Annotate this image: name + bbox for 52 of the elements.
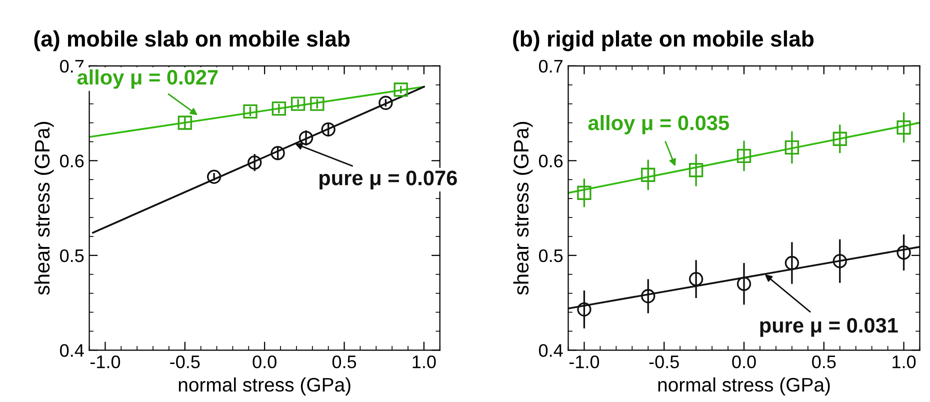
point [688, 163, 704, 178]
point [832, 254, 847, 268]
annotation: alloy μ = 0.035 [588, 114, 729, 134]
x-tick-label: 0.5 [332, 355, 356, 368]
point [206, 170, 222, 184]
y-tick-label: 0.5 [60, 249, 84, 262]
point [310, 96, 324, 111]
x-tick-label: 1.0 [892, 355, 916, 368]
x-tick-label: -0.5 [170, 355, 200, 368]
y-tick-label: 0.6 [538, 154, 563, 168]
point [248, 155, 262, 170]
point [378, 96, 393, 110]
point [641, 289, 656, 304]
x-tick-label: -0.5 [649, 355, 679, 368]
point [577, 302, 592, 316]
point [243, 104, 258, 118]
x-tick-label: -1.0 [90, 355, 120, 368]
annotation: pure μ = 0.031 [760, 318, 898, 337]
x-axis-title: normal stress (GPa) [658, 377, 830, 396]
point [784, 256, 800, 270]
point [896, 245, 911, 260]
point [736, 276, 752, 291]
y-tick-label: 0.4 [538, 344, 563, 357]
y-tick-label: 0.7 [538, 60, 562, 73]
x-tick-label: 1.0 [412, 355, 436, 368]
point [270, 146, 285, 160]
point [298, 130, 314, 146]
point [272, 101, 286, 116]
point [688, 272, 704, 286]
point [394, 82, 408, 97]
point [896, 120, 911, 135]
point [832, 132, 847, 146]
point [321, 122, 336, 136]
y-axis-title: shear stress (GPa) [513, 122, 533, 295]
x-tick-label: 0.0 [732, 355, 756, 368]
x-tick-label: -1.0 [569, 355, 600, 368]
y-tick-label: 0.5 [538, 249, 563, 262]
y-tick-label: 0.4 [60, 344, 84, 357]
point [290, 96, 306, 111]
x-tick-label: 0.5 [812, 355, 836, 368]
point [784, 140, 800, 154]
chart-title: (b) rigid plate on mobile slab [513, 30, 814, 52]
point [577, 186, 592, 200]
point [641, 168, 656, 182]
y-axis-title: shear stress (GPa) [34, 122, 54, 295]
point [736, 148, 752, 164]
annotation: pure μ = 0.076 [320, 170, 457, 190]
y-tick-label: 0.6 [60, 154, 84, 168]
x-axis-title: normal stress (GPa) [178, 377, 350, 396]
x-tick-label: 0.0 [252, 355, 276, 368]
chart-title: (a) mobile slab on mobile slab [34, 30, 350, 52]
point [178, 116, 192, 130]
